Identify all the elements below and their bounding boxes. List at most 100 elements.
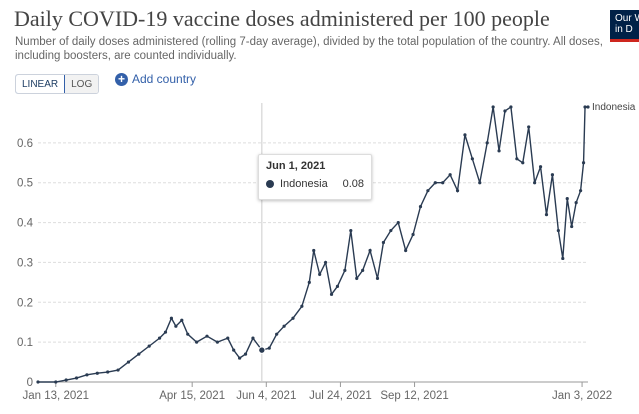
series-point <box>396 220 400 225</box>
series-point <box>126 360 131 364</box>
x-tick-label: Jun 4, 2021 <box>236 390 296 402</box>
series-point <box>238 356 242 360</box>
series-point <box>157 336 162 340</box>
x-tick-label: Jul 24, 2021 <box>309 390 372 402</box>
series-point <box>169 316 174 320</box>
y-axis: 0 0.1 0.2 0.3 0.4 0.5 0.6 <box>17 138 34 389</box>
series-point <box>533 181 537 185</box>
series-point <box>544 213 549 217</box>
series-point <box>586 105 590 109</box>
series-point <box>574 201 578 205</box>
series-point <box>324 260 328 265</box>
tooltip-series-name: Indonesia <box>280 178 328 190</box>
series-point <box>561 256 565 261</box>
series-point <box>95 371 99 375</box>
series-point <box>54 380 58 384</box>
series-point <box>275 332 279 336</box>
series-point <box>180 318 184 322</box>
tooltip-row: Indonesia 0.08 <box>266 178 364 190</box>
series-point <box>509 105 513 109</box>
series-point <box>381 240 386 245</box>
logo-text-line1: Our W <box>615 13 639 24</box>
series-point <box>355 276 359 280</box>
series-point <box>433 181 437 185</box>
logo-red-bar <box>610 39 639 42</box>
hover-tooltip: Jun 1, 2021 Indonesia 0.08 <box>258 154 372 200</box>
add-country-button[interactable]: + Add country <box>115 72 196 86</box>
series-point <box>106 370 110 374</box>
series-point <box>186 332 190 336</box>
series-point <box>163 330 168 334</box>
series-point <box>565 197 569 201</box>
log-scale-button[interactable]: LOG <box>65 75 99 93</box>
series-point <box>74 376 79 380</box>
scale-toggle: LINEAR LOG <box>15 74 100 94</box>
series-point <box>318 272 322 276</box>
y-tick-label: 0.3 <box>17 257 33 269</box>
logo-text-line2: in D <box>615 24 633 35</box>
grid-layer <box>38 142 588 383</box>
series-line-indonesia <box>38 105 588 383</box>
tooltip-series-value: 0.08 <box>342 178 364 190</box>
series-point <box>550 173 555 177</box>
series-point <box>307 280 311 284</box>
series-point <box>404 248 408 253</box>
series-point <box>527 125 531 129</box>
series-point <box>232 348 236 352</box>
series-point <box>448 173 452 177</box>
hover-point <box>258 346 266 354</box>
series-point <box>349 228 353 233</box>
series-point <box>441 181 445 185</box>
series-point <box>205 334 209 338</box>
series-point <box>361 268 365 272</box>
series-point <box>538 165 543 169</box>
series-point <box>426 189 430 193</box>
series-end-label: Indonesia <box>592 102 636 113</box>
series-point <box>343 268 347 272</box>
series-point <box>515 157 519 161</box>
series-point <box>329 292 334 296</box>
y-tick-label: 0.4 <box>17 218 34 230</box>
chart-title: Daily COVID-19 vaccine doses administere… <box>14 6 550 31</box>
x-tick-label: Sep 12, 2021 <box>380 390 448 402</box>
series-point <box>583 105 587 109</box>
y-tick-label: 0.6 <box>17 138 33 150</box>
series-point <box>581 161 586 165</box>
series-point <box>478 181 482 185</box>
add-country-label: Add country <box>132 72 197 86</box>
y-tick-label: 0.5 <box>17 178 33 190</box>
series-point <box>282 324 286 328</box>
series-point <box>556 228 560 233</box>
tooltip-date: Jun 1, 2021 <box>266 160 326 172</box>
series-point <box>215 340 219 344</box>
x-axis: Jan 13, 2021 Apr 15, 2021 Jun 4, 2021 Jul 2… <box>23 382 612 402</box>
chart-subtitle: Number of daily doses administered (roll… <box>15 36 603 62</box>
series-point <box>418 205 423 209</box>
series-point <box>85 373 89 377</box>
series-point <box>267 346 271 350</box>
series-point <box>389 228 393 233</box>
series-point <box>174 324 178 328</box>
series-point <box>497 149 501 153</box>
series-point <box>312 248 316 253</box>
series-point <box>570 224 574 229</box>
series-point <box>455 189 460 193</box>
series-point <box>463 133 467 137</box>
series-point <box>335 284 340 288</box>
series-point <box>485 141 489 145</box>
series-layer <box>36 105 590 384</box>
series-label-layer: Indonesia <box>592 102 636 113</box>
series-point <box>521 161 525 165</box>
series-point <box>411 232 415 237</box>
series-point <box>147 344 151 348</box>
series-point <box>291 316 295 320</box>
owid-logo[interactable]: Our W in D <box>610 10 639 42</box>
y-tick-label: 0.2 <box>17 297 33 309</box>
plus-icon: + <box>115 72 128 86</box>
series-point <box>195 340 199 344</box>
x-tick-label: Jan 13, 2021 <box>23 390 90 402</box>
linear-scale-button[interactable]: LINEAR <box>16 75 66 93</box>
series-point <box>503 109 507 113</box>
series-point <box>64 378 68 382</box>
